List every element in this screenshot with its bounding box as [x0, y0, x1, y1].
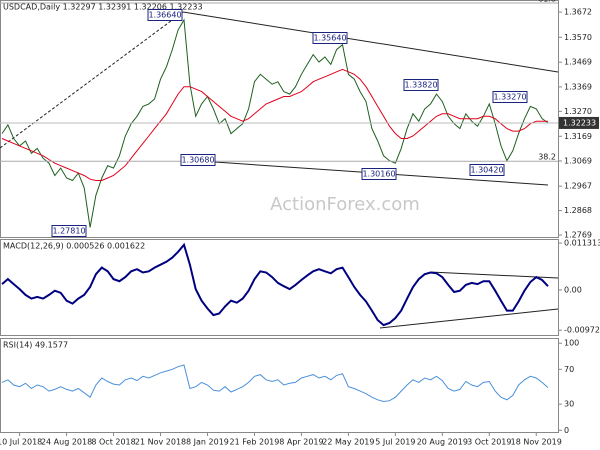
trend-line — [182, 11, 559, 73]
x-tick-label: 18 Nov 2019 — [511, 438, 562, 447]
series-line — [1, 18, 549, 228]
y-tick-label: 70 — [564, 365, 574, 374]
rsi-panel — [0, 338, 559, 433]
y-tick-label: 0.00 — [564, 285, 582, 294]
annotation: 1.30160 — [362, 170, 395, 179]
annotation: 1.30680 — [181, 156, 214, 165]
annotation-box — [147, 9, 183, 21]
macd-panel — [0, 239, 559, 336]
annotation: 1.30420 — [470, 166, 503, 175]
last-price-label: 1.32233 — [563, 118, 596, 127]
trend-line — [379, 308, 559, 329]
x-tick-label: 8 Apr 2019 — [279, 438, 323, 447]
x-tick-label: 22 May 2019 — [322, 438, 374, 447]
x-tick-label: 5 Jul 2019 — [375, 438, 415, 447]
rsi-title: RSI(14) 49.1577 — [3, 341, 68, 350]
annotation-box — [469, 164, 505, 176]
annotation: 1.35640 — [313, 34, 346, 43]
x-tick-label: 3 Oct 2019 — [467, 438, 511, 447]
x-tick-label: 10 Jul 2018 — [0, 438, 42, 447]
x-tick-label: 8 Jan 2019 — [186, 438, 229, 447]
fib-label: 38.2 — [538, 153, 556, 162]
annotation-box — [492, 91, 528, 103]
series-line — [1, 364, 549, 403]
series-line — [1, 68, 548, 181]
annotation: 1.27810 — [52, 227, 85, 236]
y-tick-label: 1.3369 — [564, 82, 592, 91]
y-tick-label: 30 — [564, 400, 574, 409]
y-tick-label: 1.3169 — [564, 132, 592, 141]
y-tick-label: 1.3672 — [564, 8, 592, 17]
annotation: 1.33270 — [493, 93, 526, 102]
annotation-box — [361, 168, 397, 180]
annotation-box — [51, 225, 87, 237]
y-tick-label: 1.3570 — [564, 33, 592, 42]
y-tick-label: 1.2967 — [564, 182, 592, 191]
x-tick-label: 20 Aug 2019 — [417, 438, 468, 447]
fib-label: 61.8 — [538, 0, 556, 3]
y-tick-label: 1.2868 — [564, 206, 592, 215]
annotation: 1.33820 — [404, 81, 437, 90]
y-tick-label: 100 — [564, 339, 579, 348]
annotation: 1.36640 — [148, 11, 181, 20]
x-tick-label: 8 Oct 2018 — [91, 438, 135, 447]
annotation-box — [403, 79, 439, 91]
x-tick-label: 24 Aug 2018 — [41, 438, 92, 447]
price-panel — [0, 0, 559, 238]
trend-line — [0, 11, 184, 149]
y-tick-label: 1.3270 — [564, 107, 592, 116]
y-tick-label: 0.011313 — [564, 239, 600, 248]
y-tick-label: 1.2769 — [564, 231, 592, 240]
annotation-box — [312, 32, 348, 44]
y-tick-label: -0.009729 — [564, 326, 600, 335]
y-tick-label: 0 — [564, 426, 569, 435]
macd-title: MACD(12,26,9) 0.000526 0.001622 — [3, 242, 145, 251]
watermark: ActionForex.com — [270, 194, 420, 215]
x-tick-label: 21 Feb 2019 — [230, 438, 280, 447]
chart-title: USDCAD,Daily 1.32297 1.32391 1.32206 1.3… — [3, 3, 203, 12]
y-tick-label: 1.3069 — [564, 156, 592, 165]
annotation-box — [180, 154, 216, 166]
x-tick-label: 21 Nov 2018 — [135, 438, 186, 447]
series-line — [1, 242, 549, 327]
last-price-box — [559, 116, 599, 129]
y-tick-label: 1.3469 — [564, 58, 592, 67]
